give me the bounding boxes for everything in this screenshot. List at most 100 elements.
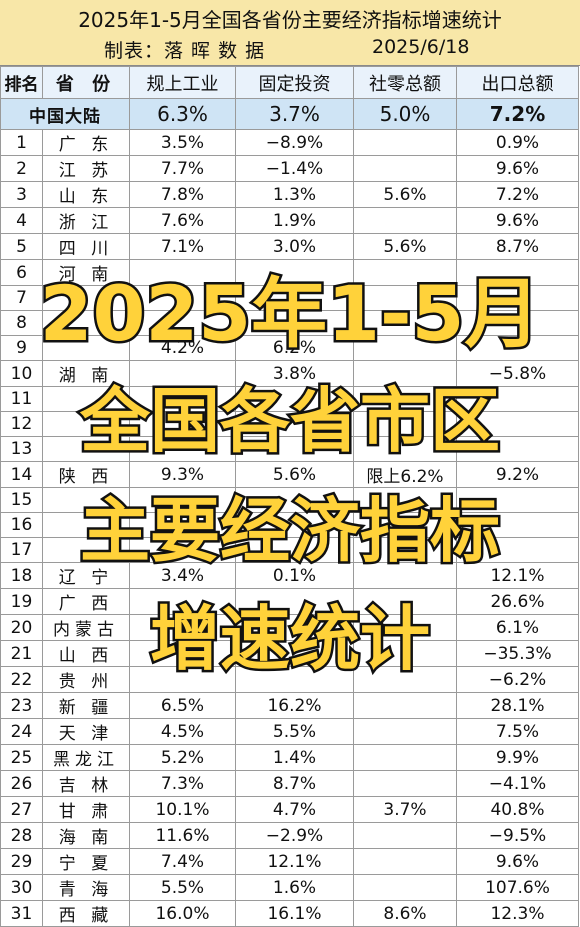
investment-cell: 8.7%	[235, 770, 354, 797]
rank-cell: 8	[0, 310, 43, 336]
retail-cell: 3.7%	[353, 796, 457, 823]
investment-cell: 1.3%	[235, 181, 354, 208]
industry-cell: 4.2%	[129, 335, 236, 361]
table-title: 2025年1-5月全国各省份主要经济指标增速统计	[78, 8, 502, 32]
industry-cell: 3.4%	[129, 562, 236, 589]
province-cell: 甘 肃	[42, 796, 130, 823]
export-cell	[456, 310, 579, 336]
table-row: 12	[0, 411, 579, 437]
table-row: 15	[0, 487, 579, 513]
table-row: 14 陕 西 9.3% 5.6% 限上6.2% 9.2%	[0, 461, 579, 488]
rank-cell: 28	[0, 822, 43, 849]
investment-cell: 1.6%	[235, 874, 354, 901]
export-cell	[456, 487, 579, 513]
investment-cell: −2.9%	[235, 822, 354, 849]
province-cell	[42, 512, 130, 538]
rank-cell: 30	[0, 874, 43, 901]
investment-cell: 4.7%	[235, 796, 354, 823]
table-row: 26 吉 林 7.3% 8.7% −4.1%	[0, 770, 579, 797]
national-export: 7.2%	[456, 98, 579, 130]
industry-cell: 3.5%	[129, 129, 236, 156]
province-cell: 内蒙古	[42, 614, 130, 641]
overlay-title-line-3: 主要经济指标	[78, 488, 503, 575]
industry-cell: 7.3%	[129, 770, 236, 797]
export-cell: 9.9%	[456, 744, 579, 771]
industry-cell: 16.0%	[129, 900, 236, 927]
rank-cell: 9	[0, 335, 43, 361]
industry-cell: 10.1%	[129, 796, 236, 823]
column-header-row: 排名 省 份 规上工业 固定投资 社零总额 出口总额	[0, 66, 579, 99]
retail-cell	[353, 360, 457, 387]
province-cell: 山 东	[42, 181, 130, 208]
rank-cell: 3	[0, 181, 43, 208]
retail-cell: 5.6%	[353, 233, 457, 260]
province-cell: 贵 州	[42, 666, 130, 693]
investment-cell: 3.0%	[235, 233, 354, 260]
export-cell: 9.6%	[456, 207, 579, 234]
table-row: 30 青 海 5.5% 1.6% 107.6%	[0, 874, 579, 901]
retail-cell	[353, 744, 457, 771]
rank-cell: 26	[0, 770, 43, 797]
rank-cell: 12	[0, 411, 43, 437]
investment-cell	[235, 411, 354, 437]
export-cell: 9.2%	[456, 461, 579, 488]
table-row: 11	[0, 386, 579, 412]
retail-cell	[353, 436, 457, 462]
province-cell	[42, 487, 130, 513]
rank-cell: 20	[0, 614, 43, 641]
industry-cell: 7.1%	[129, 233, 236, 260]
export-cell	[456, 512, 579, 538]
rank-cell: 4	[0, 207, 43, 234]
export-cell	[456, 259, 579, 286]
table-row: 21 山 西 −35.3%	[0, 640, 579, 667]
province-cell: 宁 夏	[42, 848, 130, 875]
investment-cell: 16.1%	[235, 900, 354, 927]
province-cell: 新 疆	[42, 692, 130, 719]
export-cell	[456, 436, 579, 462]
rank-cell: 21	[0, 640, 43, 667]
province-cell: 陕 西	[42, 461, 130, 488]
investment-cell	[235, 259, 354, 286]
rank-cell: 2	[0, 155, 43, 182]
column-header-investment: 固定投资	[235, 66, 354, 99]
export-cell: 6.1%	[456, 614, 579, 641]
export-cell: 40.8%	[456, 796, 579, 823]
rank-cell: 18	[0, 562, 43, 589]
export-cell	[456, 335, 579, 361]
investment-cell: 12.1%	[235, 848, 354, 875]
export-cell: −6.2%	[456, 666, 579, 693]
rank-cell: 11	[0, 386, 43, 412]
column-header-export: 出口总额	[456, 66, 579, 99]
industry-cell: 5.2%	[129, 744, 236, 771]
column-header-province: 省 份	[42, 66, 130, 99]
maker-credit: 制表：落 晖 数 据	[104, 40, 266, 62]
column-header-retail: 社零总额	[353, 66, 457, 99]
rank-cell: 16	[0, 512, 43, 538]
retail-cell	[353, 487, 457, 513]
table-row: 13	[0, 436, 579, 462]
national-investment: 3.7%	[235, 98, 354, 130]
export-cell	[456, 386, 579, 412]
province-cell: 黑龙江	[42, 744, 130, 771]
rank-cell: 15	[0, 487, 43, 513]
export-cell: −9.5%	[456, 822, 579, 849]
province-cell: 西 藏	[42, 900, 130, 927]
province-cell: 海 南	[42, 822, 130, 849]
table-row: 25 黑龙江 5.2% 1.4% 9.9%	[0, 744, 579, 771]
table-header-banner: 2025年1-5月全国各省份主要经济指标增速统计 制表：落 晖 数 据 2025…	[0, 0, 580, 66]
industry-cell: 7.7%	[129, 155, 236, 182]
province-cell: 广 西	[42, 588, 130, 615]
investment-cell: −1.4%	[235, 155, 354, 182]
retail-cell	[353, 822, 457, 849]
retail-cell	[353, 692, 457, 719]
province-cell	[42, 537, 130, 563]
province-cell: 天 津	[42, 718, 130, 745]
province-cell: 江 苏	[42, 155, 130, 182]
table-row: 9 4.2% 6.2%	[0, 335, 579, 361]
rank-cell: 31	[0, 900, 43, 927]
retail-cell	[353, 718, 457, 745]
retail-cell	[353, 770, 457, 797]
